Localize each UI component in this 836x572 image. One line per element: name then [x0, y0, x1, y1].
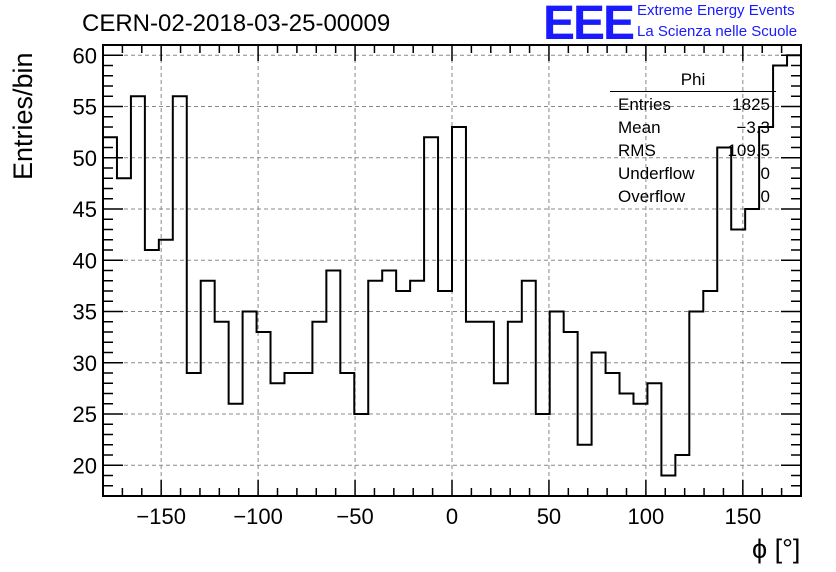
y-tick-label: 40 — [73, 248, 97, 273]
y-tick-label: 35 — [73, 300, 97, 325]
y-tick-label: 50 — [73, 146, 97, 171]
stats-label: Underflow — [618, 164, 695, 183]
y-tick-label: 45 — [73, 197, 97, 222]
x-tick-label: 0 — [446, 504, 458, 529]
stats-title: Phi — [610, 70, 776, 92]
stats-label: Mean — [618, 118, 661, 137]
y-tick-label: 60 — [73, 43, 97, 68]
x-tick-label: 100 — [628, 504, 665, 529]
x-tick-label: −150 — [136, 504, 186, 529]
y-tick-label: 30 — [73, 351, 97, 376]
chart-title: CERN-02-2018-03-25-00009 — [82, 10, 391, 37]
stats-row: Overflow 0 — [610, 185, 776, 208]
logo-subtitle-2: La Scienza nelle Scuole — [637, 23, 798, 40]
y-tick-label: 55 — [73, 95, 97, 120]
stats-label: Overflow — [618, 187, 686, 206]
stats-value: −3.3 — [736, 118, 770, 137]
x-tick-label: −50 — [336, 504, 373, 529]
stats-row: Mean −3.3 — [610, 116, 776, 139]
histogram-step-line — [102, 54, 801, 496]
stats-value: 1825 — [732, 95, 770, 114]
y-tick-label: 25 — [73, 402, 97, 427]
stats-label: Entries — [618, 95, 671, 114]
y-tick-label: 20 — [73, 453, 97, 478]
stats-row: RMS 109.5 — [610, 139, 776, 162]
axis-tick-labels: −150 −100 −50 0 50 100 150 20 25 30 35 40 45 50 55 60 — [73, 43, 762, 529]
x-tick-label: 150 — [724, 504, 761, 529]
stats-value: 0 — [760, 164, 770, 183]
x-tick-label: 50 — [537, 504, 561, 529]
stats-value: 0 — [760, 187, 770, 206]
axis-ticks — [103, 44, 801, 496]
stats-row: Underflow 0 — [610, 162, 776, 185]
logo-subtitle-1: Extreme Energy Events — [637, 2, 795, 19]
x-axis-label: ϕ [°] — [752, 534, 801, 564]
stats-value: 109.5 — [727, 141, 770, 160]
stats-label: RMS — [618, 141, 656, 160]
x-tick-label: −100 — [233, 504, 283, 529]
eee-logo: EEE — [543, 0, 635, 50]
stats-box: Phi Entries 1825 Mean −3.3 RMS 109.5 Underf… — [610, 70, 776, 208]
y-axis-label: Entries/bin — [8, 52, 38, 180]
stats-row: Entries 1825 — [610, 93, 776, 116]
